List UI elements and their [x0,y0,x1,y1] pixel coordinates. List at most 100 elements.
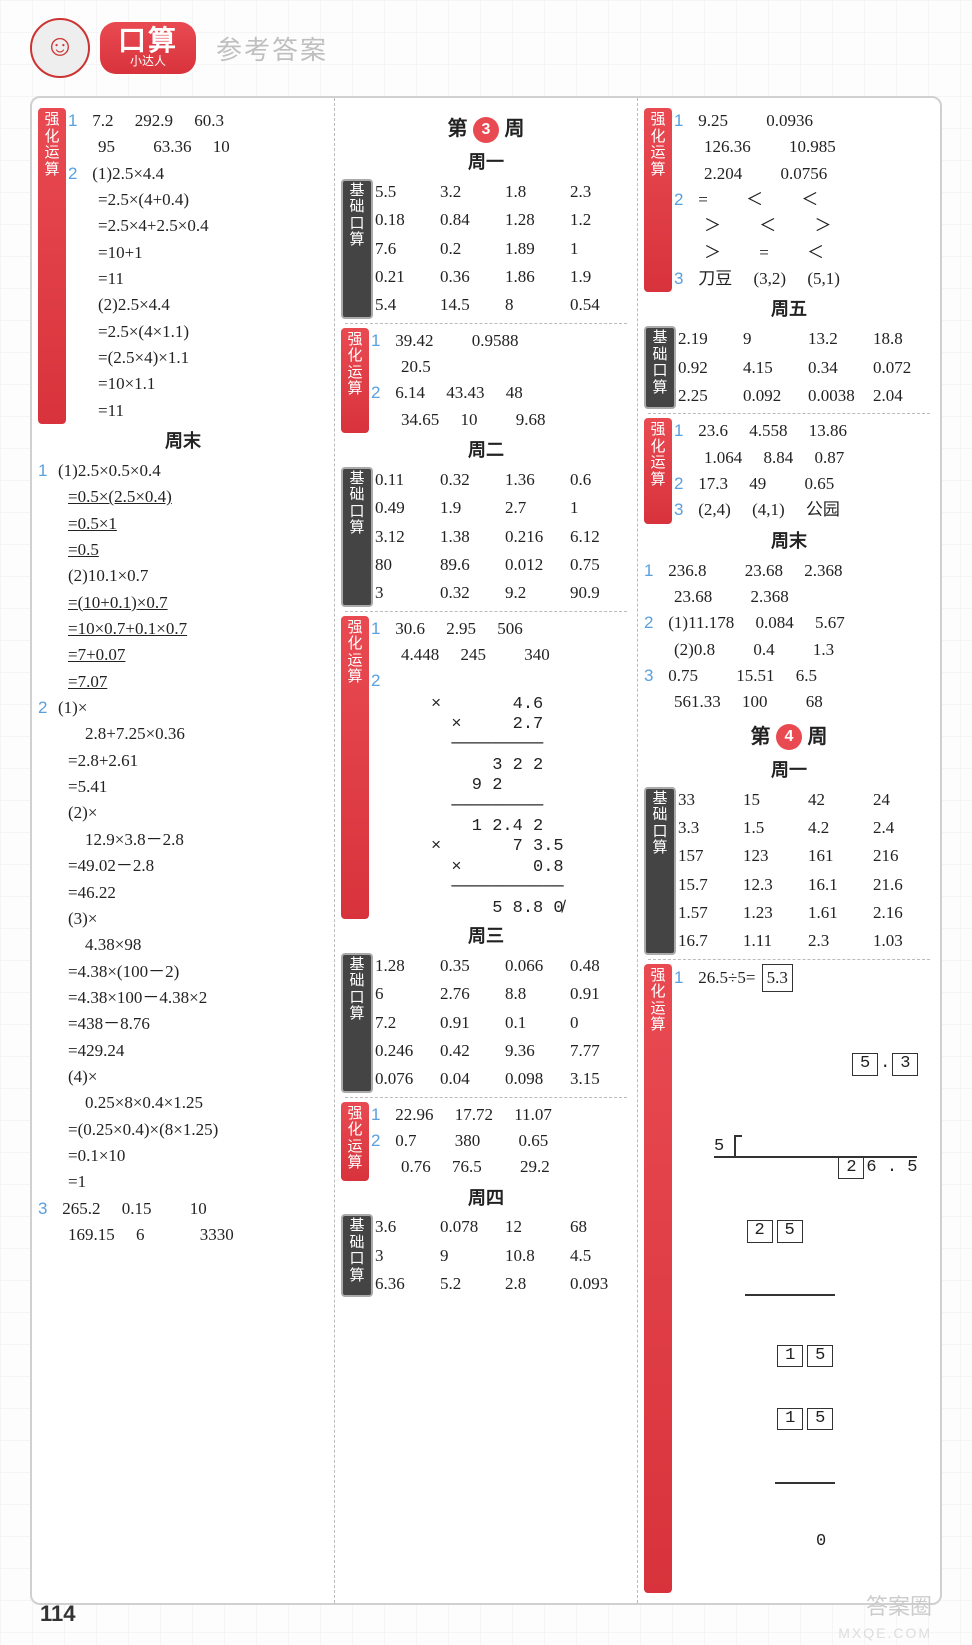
c3-w4-day1-head: 周一 [644,757,934,785]
cell: 6.36 [375,1271,436,1297]
c2-d3-qh: 强化运算 1 22.96 17.72 11.07 2 0.7 380 0.65 … [341,1102,631,1181]
cell: 0.11 [375,467,436,493]
c3-d5-jc: 基础口算 2.19913.218.80.924.150.340.0722.250… [644,326,934,409]
cell: 2.8 [505,1271,566,1297]
cell: 1.03 [873,928,934,954]
idx-1: 1 [68,108,84,134]
c3-w4-qh: 强化运算 1 26.5÷5= 5.3 5.3 5 26 . 5 25 15 1 [644,964,934,1594]
cell: 1.9 [440,495,501,521]
cell: 0.066 [505,953,566,979]
cell: 1.36 [505,467,566,493]
cell: 0.216 [505,524,566,550]
cell: 0.54 [570,292,631,318]
cell: 0.21 [375,264,436,290]
title-big: 口算 [118,26,178,55]
watermark-url: MXQE.COM [838,1625,932,1641]
c3-weekend-head: 周末 [644,528,934,556]
cell: 0 [570,1010,631,1036]
cell: 33 [678,787,739,813]
cell: 123 [743,843,804,869]
cell: 7.77 [570,1038,631,1064]
cell: 21.6 [873,872,934,898]
column-2: 第 3 周 周一 基础口算 5.53.21.82.30.180.841.281.… [334,98,637,1603]
cell: 0.34 [808,355,869,381]
cell: 2.4 [873,815,934,841]
cell: 12.3 [743,872,804,898]
cell: 80 [375,552,436,578]
cell: 89.6 [440,552,501,578]
c1-q1: 强化运算 1 7.2 292.9 60.3 95 63.36 10 2 (1)2… [38,108,328,424]
cell: 10.8 [505,1243,566,1269]
cell: 18.8 [873,326,934,352]
cell: 0.84 [440,207,501,233]
idx-2: 2 [68,161,84,187]
multiplication-1: × 4.6 × 2.7 ───────── 3 2 2 9 2 ────────… [431,695,631,838]
cell: 1.9 [570,264,631,290]
c3-day5-head: 周五 [644,296,934,324]
cell: 0.076 [375,1066,436,1092]
cell: 2.19 [678,326,739,352]
c3-top-qh: 强化运算 1 9.25 0.0936 126.36 10.985 2.204 0… [644,108,934,292]
cell: 14.5 [440,292,501,318]
cell: 0.092 [743,383,804,409]
cell: 1.61 [808,900,869,926]
cell: 1.57 [678,900,739,926]
c2-d2-qh: 强化运算 1 30.6 2.95 506 4.448 245 340 2 × 4… [341,616,631,919]
cell: 1.28 [505,207,566,233]
cell: 13.2 [808,326,869,352]
cell: 0.32 [440,467,501,493]
c3-d5-qh: 强化运算 1 23.6 4.558 13.86 1.064 8.84 0.87 … [644,418,934,523]
cell: 4.15 [743,355,804,381]
cell: 0.35 [440,953,501,979]
cell: 12 [505,1214,566,1240]
clock-icon: 3 [473,117,499,143]
c1-w2: 2(1)× 2.8+7.25×0.36 =2.8+2.61 =5.41 (2)×… [38,695,328,1196]
cell: 0.48 [570,953,631,979]
cell: 1.5 [743,815,804,841]
cell: 1.8 [505,179,566,205]
cell: 0.91 [570,981,631,1007]
cell: 8.8 [505,981,566,1007]
cell: 7.6 [375,236,436,262]
c3-we2: 2 (1)11.178 0.084 5.67 (2)0.8 0.4 1.3 [644,610,934,663]
cell: 0.1 [505,1010,566,1036]
cell: 1.38 [440,524,501,550]
week3-head: 第 3 周 [341,114,631,145]
cell: 0.42 [440,1038,501,1064]
cell: 0.18 [375,207,436,233]
c1-weekend-head: 周末 [38,428,328,456]
title-pill: 口算 小达人 [100,22,196,74]
cell: 0.072 [873,355,934,381]
week4-head: 第 4 周 [644,722,934,753]
column-3: 强化运算 1 9.25 0.0936 126.36 10.985 2.204 0… [637,98,940,1603]
cell: 3.12 [375,524,436,550]
cell: 3.2 [440,179,501,205]
main-columns: 强化运算 1 7.2 292.9 60.3 95 63.36 10 2 (1)2… [30,96,942,1605]
cell: 1 [570,236,631,262]
c3-we1: 1 236.8 23.68 2.368 23.68 2.368 [644,558,934,611]
cell: 3.6 [375,1214,436,1240]
cell: 5.2 [440,1271,501,1297]
cell: 9.36 [505,1038,566,1064]
cell: 2.76 [440,981,501,1007]
cell: 16.7 [678,928,739,954]
cell: 6.12 [570,524,631,550]
c3-w4-jc: 基础口算 331542243.31.54.22.415712316121615.… [644,787,934,955]
cell: 90.9 [570,580,631,606]
cell: 0.49 [375,495,436,521]
cell: 3.15 [570,1066,631,1092]
multiplication-2: × 7 3.5 × 0.8 ─────────── 5 8.8 0̸ [431,837,631,919]
cell: 0.078 [440,1214,501,1240]
cell: 0.6 [570,467,631,493]
cell: 0.75 [570,552,631,578]
cell: 1.23 [743,900,804,926]
cell: 9 [440,1243,501,1269]
cell: 24 [873,787,934,813]
cell: 1.89 [505,236,566,262]
cell: 3 [375,580,436,606]
subtitle: 参考答案 [216,30,328,67]
cell: 1.28 [375,953,436,979]
cell: 2.04 [873,383,934,409]
page-number: 114 [40,1601,76,1627]
cell: 9 [743,326,804,352]
